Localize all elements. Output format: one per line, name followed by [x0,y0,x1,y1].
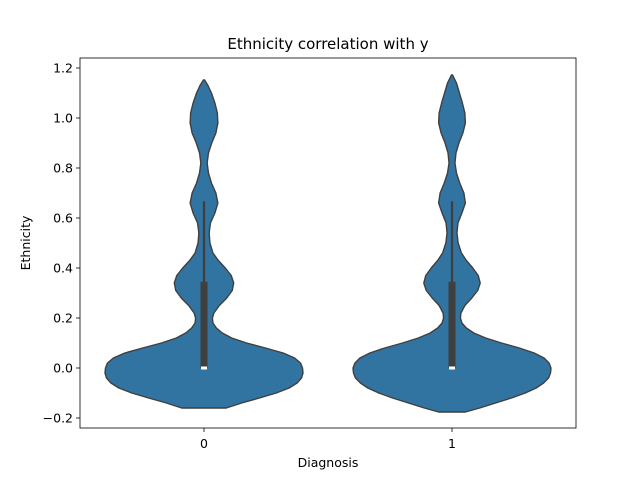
y-axis: −0.2 0.0 0.2 0.4 0.6 0.8 1.0 1.2 [43,61,80,426]
y-tick-label: 0.4 [53,261,73,276]
y-tick-label: 1.0 [53,111,73,126]
y-tick-label: 0.2 [53,311,73,326]
chart-title: Ethnicity correlation with y [227,35,428,53]
y-axis-label: Ethnicity [18,215,33,270]
violins-layer [104,74,552,413]
y-tick-label: 0.6 [53,211,73,226]
y-tick-label: 0.0 [53,361,73,376]
x-tick-label: 0 [200,436,208,451]
violin-median [449,366,455,370]
violin-iqr-box [200,281,208,368]
plot-frame [79,57,577,429]
violin-median [201,366,207,370]
x-tick-label: 1 [448,436,456,451]
y-tick-label: 0.8 [53,161,73,176]
y-tick-label: 1.2 [53,61,73,76]
x-axis-label: Diagnosis [298,455,359,470]
violin-iqr-box [448,281,456,368]
y-tick-label: −0.2 [43,411,73,426]
